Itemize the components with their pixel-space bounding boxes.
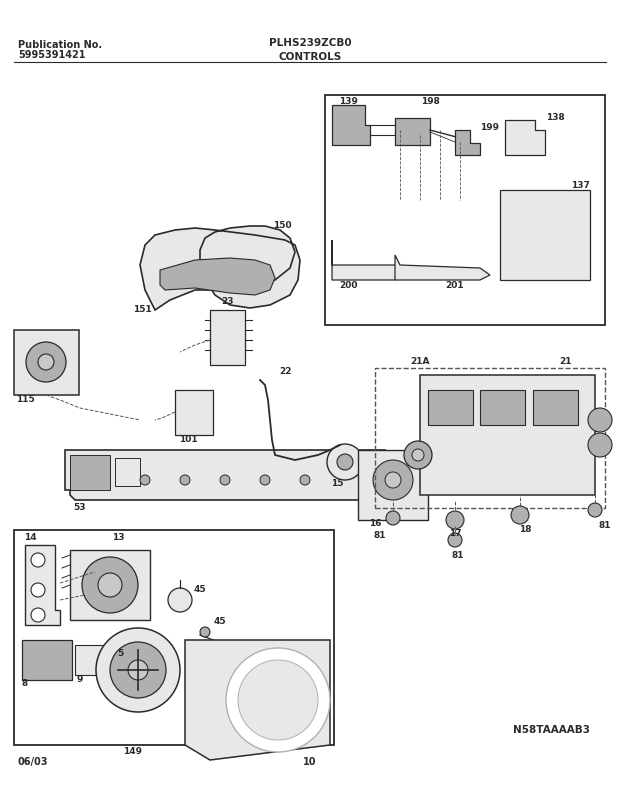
Text: Publication No.: Publication No.: [18, 40, 102, 50]
Text: 150: 150: [273, 221, 291, 229]
Text: 151: 151: [133, 306, 151, 314]
Polygon shape: [505, 120, 545, 155]
Text: N58TAAAAB3: N58TAAAAB3: [513, 725, 590, 735]
Bar: [22, 640, 72, 680]
Text: 81: 81: [374, 530, 386, 539]
Circle shape: [412, 449, 424, 461]
Text: 115: 115: [16, 395, 34, 404]
Text: 8: 8: [22, 680, 29, 688]
Circle shape: [327, 444, 363, 480]
Circle shape: [373, 460, 413, 500]
Circle shape: [180, 475, 190, 485]
Bar: [375, 368, 605, 508]
Polygon shape: [25, 545, 60, 625]
Bar: [358, 450, 428, 520]
Text: 06/03: 06/03: [18, 757, 48, 767]
Polygon shape: [185, 640, 330, 760]
Text: PLHS239ZCB0: PLHS239ZCB0: [268, 38, 352, 48]
Circle shape: [448, 533, 462, 547]
Circle shape: [26, 342, 66, 382]
Circle shape: [511, 506, 529, 524]
Circle shape: [31, 553, 45, 567]
Text: 16: 16: [369, 519, 381, 529]
Bar: [175, 390, 213, 435]
Circle shape: [110, 642, 166, 698]
Circle shape: [588, 433, 612, 457]
Text: 45: 45: [214, 618, 226, 626]
Bar: [14, 530, 334, 745]
Text: 13: 13: [112, 534, 124, 542]
Text: 138: 138: [546, 114, 564, 122]
Circle shape: [128, 660, 148, 680]
Bar: [325, 95, 605, 325]
Circle shape: [588, 503, 602, 517]
Circle shape: [446, 511, 464, 529]
Polygon shape: [332, 105, 370, 145]
Circle shape: [226, 648, 330, 752]
Text: 101: 101: [179, 435, 197, 445]
Circle shape: [168, 588, 192, 612]
Text: 5995391421: 5995391421: [18, 50, 86, 60]
Circle shape: [220, 475, 230, 485]
Circle shape: [404, 441, 432, 469]
Circle shape: [260, 475, 270, 485]
Circle shape: [386, 511, 400, 525]
Circle shape: [588, 408, 612, 432]
Polygon shape: [140, 226, 300, 310]
Circle shape: [38, 354, 54, 370]
Text: 18: 18: [519, 526, 531, 534]
Text: 198: 198: [420, 98, 440, 106]
Polygon shape: [455, 130, 480, 155]
Text: 9: 9: [77, 674, 83, 684]
Polygon shape: [160, 258, 275, 295]
Text: 10: 10: [303, 757, 317, 767]
Text: 81: 81: [452, 550, 464, 560]
Text: 139: 139: [339, 98, 358, 106]
Text: 5: 5: [117, 649, 123, 657]
Text: 21: 21: [559, 357, 571, 367]
Bar: [480, 390, 525, 425]
Text: 149: 149: [123, 747, 143, 757]
Circle shape: [140, 475, 150, 485]
Bar: [533, 390, 578, 425]
Text: 53: 53: [74, 503, 86, 512]
Text: 15: 15: [330, 479, 343, 488]
Text: 14: 14: [24, 533, 37, 542]
Polygon shape: [395, 255, 490, 280]
Bar: [428, 390, 473, 425]
Polygon shape: [395, 118, 430, 145]
Text: 23: 23: [222, 298, 234, 306]
Text: 137: 137: [570, 180, 590, 190]
Text: CONTROLS: CONTROLS: [278, 52, 342, 62]
Circle shape: [385, 472, 401, 488]
Bar: [14, 330, 79, 395]
Bar: [210, 310, 245, 365]
Circle shape: [300, 475, 310, 485]
Text: 81: 81: [599, 521, 611, 530]
Circle shape: [96, 628, 180, 712]
Circle shape: [200, 627, 210, 637]
Polygon shape: [65, 450, 385, 500]
Circle shape: [82, 557, 138, 613]
Circle shape: [238, 660, 318, 740]
Text: 199: 199: [480, 124, 500, 133]
Circle shape: [31, 608, 45, 622]
Bar: [420, 375, 595, 495]
Polygon shape: [332, 240, 400, 280]
Circle shape: [337, 454, 353, 470]
Bar: [75, 645, 115, 675]
Polygon shape: [500, 190, 590, 280]
Bar: [70, 455, 110, 490]
Text: 45: 45: [193, 585, 206, 595]
Bar: [115, 458, 140, 486]
Text: 21A: 21A: [410, 357, 430, 367]
Circle shape: [31, 583, 45, 597]
Text: 17: 17: [449, 530, 461, 538]
Text: 201: 201: [446, 280, 464, 290]
Bar: [70, 550, 150, 620]
Text: ReplacePartS.com: ReplacePartS.com: [238, 458, 352, 472]
Text: 200: 200: [339, 280, 357, 290]
Circle shape: [98, 573, 122, 597]
Text: 22: 22: [279, 368, 291, 376]
